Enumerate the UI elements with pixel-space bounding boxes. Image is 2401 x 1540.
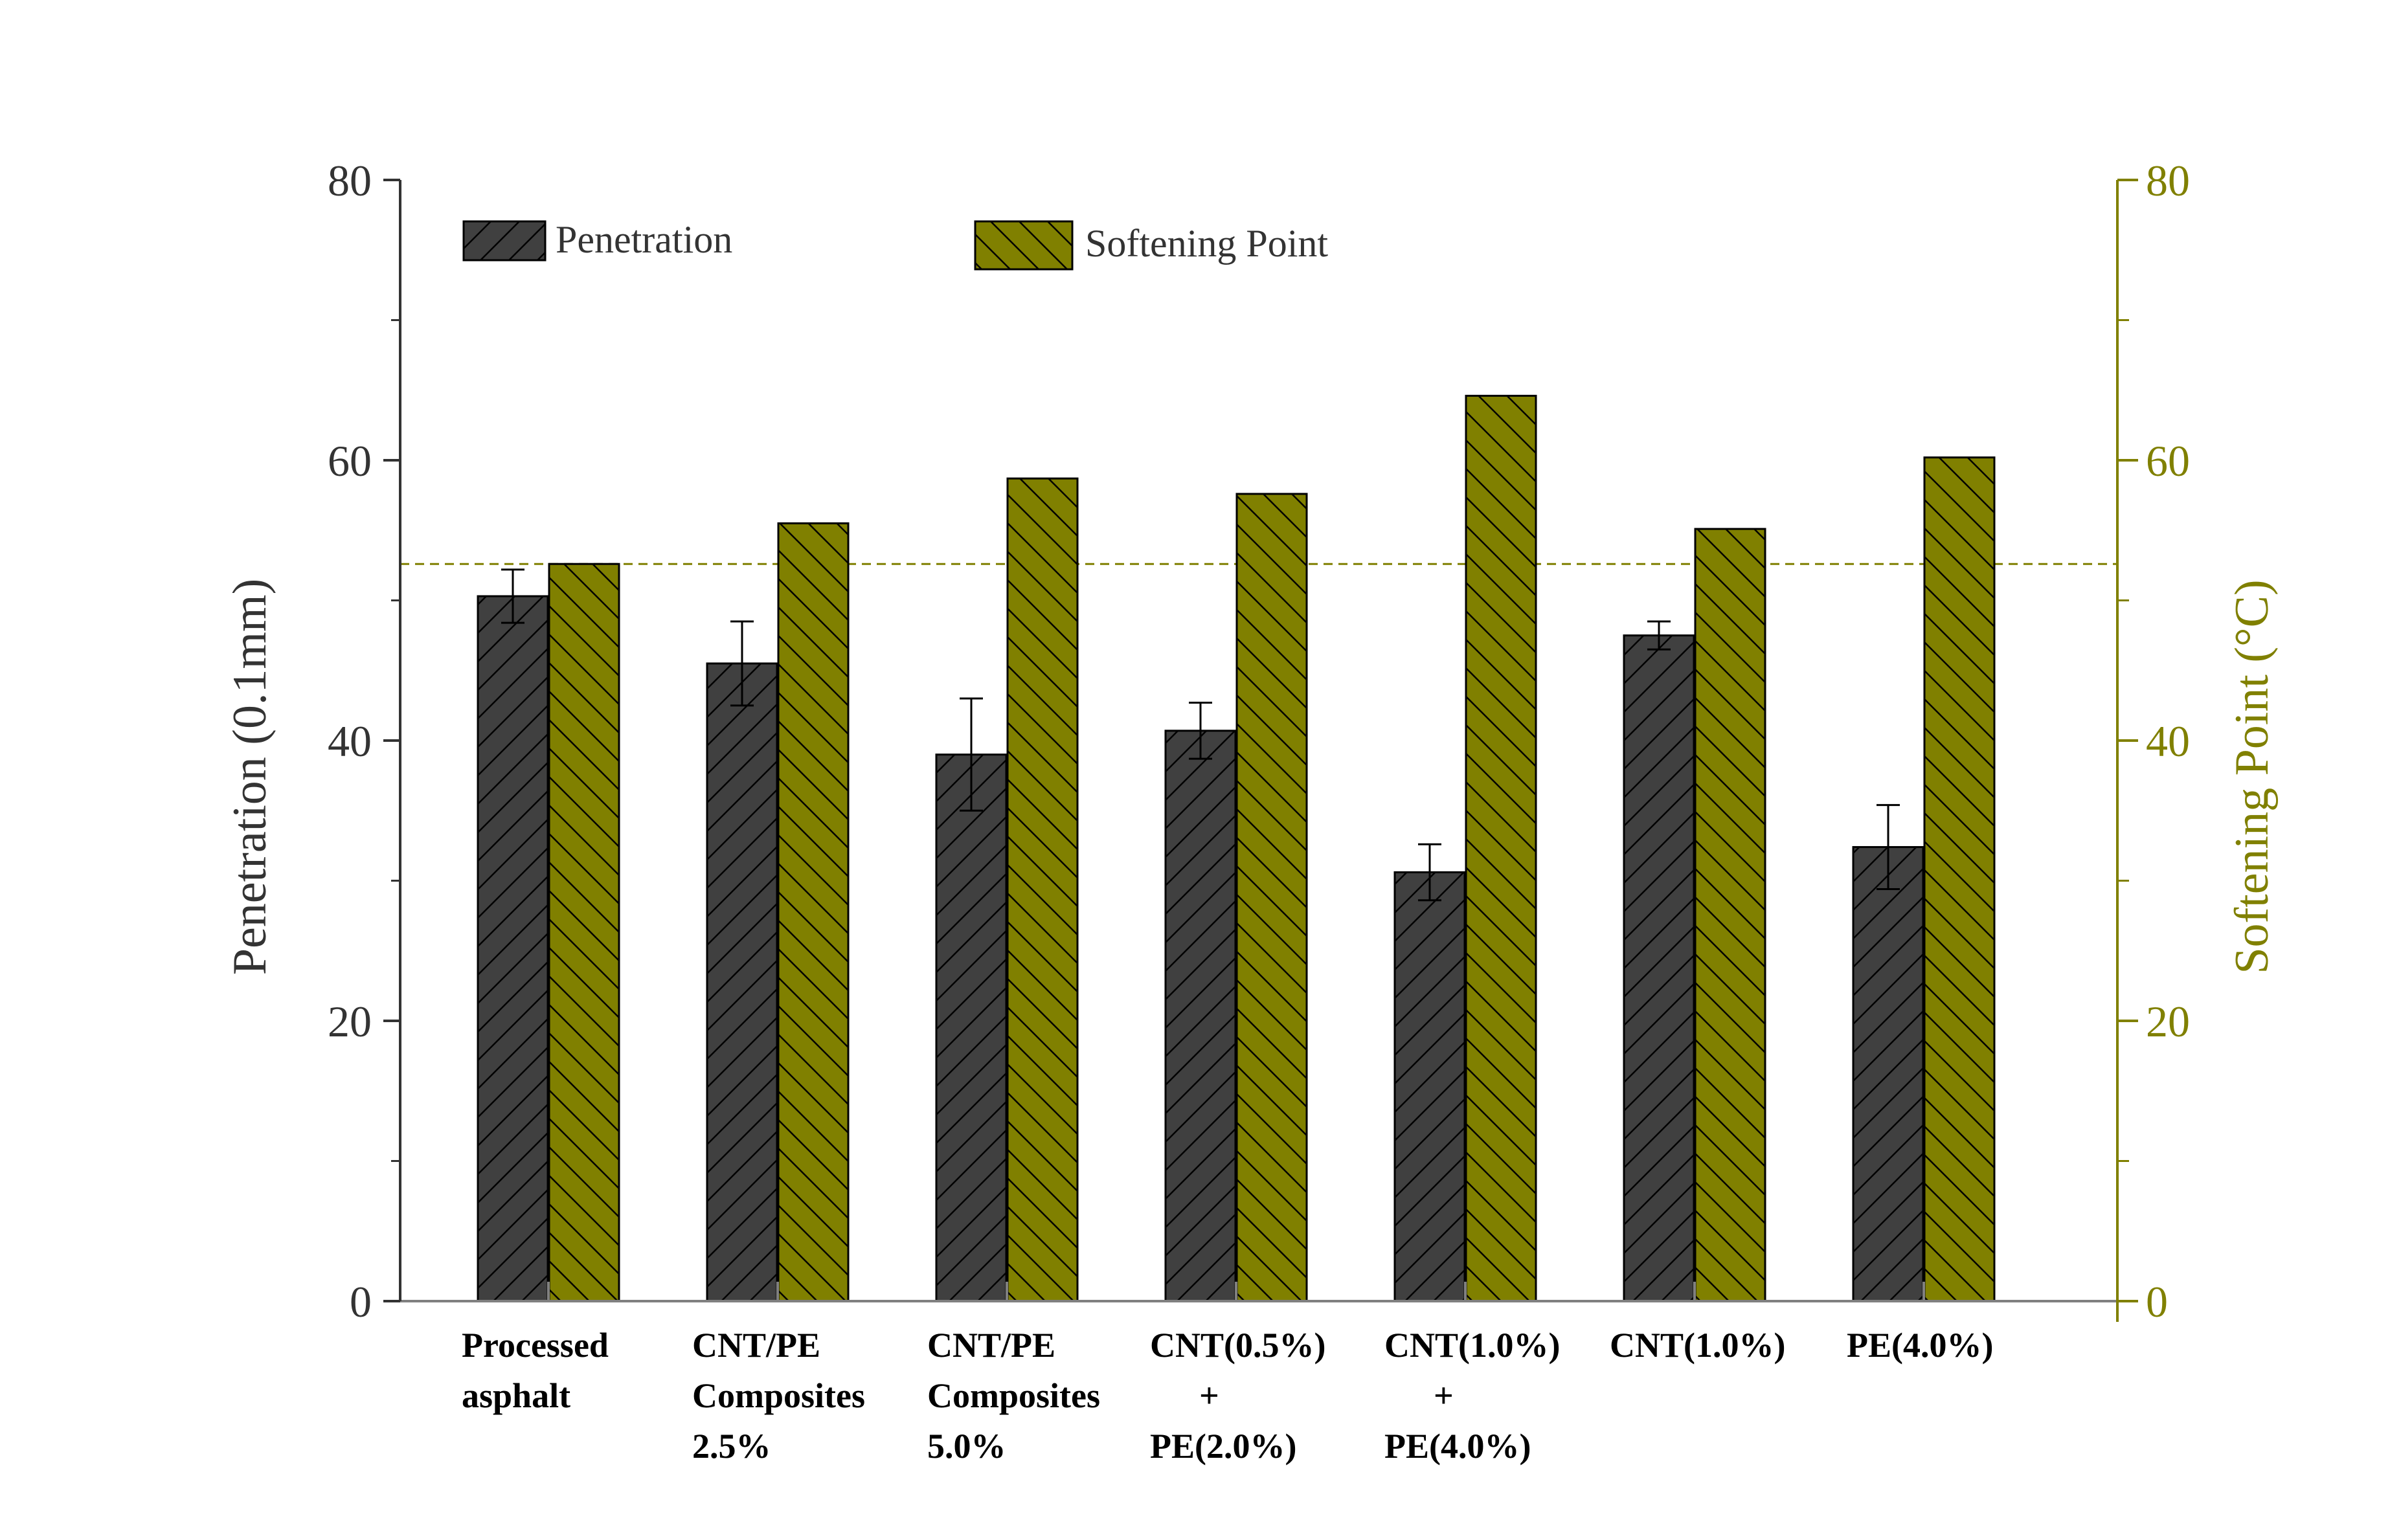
legend-label-penetration: Penetration bbox=[556, 218, 732, 261]
error-bars-layer bbox=[501, 568, 1900, 902]
axis-ticks: 0 0 20 20 40 40 60 60 80 80 bbox=[328, 156, 2190, 1326]
category-label: Processed asphalt bbox=[462, 1326, 609, 1415]
bar-hatch-penetration bbox=[1852, 846, 1924, 1302]
category-label: PE(4.0%) bbox=[1847, 1326, 1993, 1365]
left-tick-label: 40 bbox=[328, 717, 372, 766]
bar-hatch-softening-point bbox=[1235, 493, 1308, 1302]
bar-hatch-softening-point bbox=[1006, 477, 1079, 1302]
legend-swatch-softening-point-hatch bbox=[974, 220, 1074, 271]
category-label: CNT(0.5%) + PE(2.0%) bbox=[1150, 1326, 1325, 1466]
right-tick-label: 60 bbox=[2146, 436, 2190, 485]
left-y-axis-label: Penetration (0.1mm) bbox=[223, 579, 276, 975]
right-tick-label: 0 bbox=[2146, 1277, 2168, 1326]
category-label: CNT/PE Composites 5.0% bbox=[927, 1326, 1100, 1466]
bar-hatch-softening-point bbox=[548, 563, 620, 1302]
category-label: CNT(1.0%) + PE(4.0%) bbox=[1384, 1326, 1560, 1466]
category-labels: Processed asphalt CNT/PE Composites 2.5% CNT/… bbox=[462, 1326, 1993, 1466]
bar-hatch-softening-point bbox=[1465, 394, 1537, 1302]
bar-hatch-penetration bbox=[706, 662, 778, 1302]
bar-hatch-penetration bbox=[1393, 871, 1466, 1302]
bar-hatch-softening-point bbox=[1694, 528, 1766, 1302]
bars-layer bbox=[477, 394, 1996, 1302]
left-tick-label: 0 bbox=[350, 1277, 372, 1326]
bar-hatch-softening-point bbox=[777, 522, 850, 1302]
bar-hatch-penetration bbox=[935, 753, 1008, 1302]
legend: Penetration Softening Point bbox=[462, 218, 1328, 271]
bar-hatch-penetration bbox=[1623, 634, 1695, 1302]
left-tick-label: 80 bbox=[328, 156, 372, 205]
right-tick-label: 80 bbox=[2146, 156, 2190, 205]
legend-label-softening-point: Softening Point bbox=[1085, 222, 1328, 265]
bar-hatch-penetration bbox=[1164, 730, 1237, 1302]
bar-hatch-penetration bbox=[477, 595, 549, 1302]
left-tick-label: 60 bbox=[328, 436, 372, 485]
category-label: CNT(1.0%) bbox=[1610, 1326, 1785, 1365]
category-label: CNT/PE Composites 2.5% bbox=[692, 1326, 865, 1466]
right-tick-label: 20 bbox=[2146, 997, 2190, 1046]
right-tick-label: 40 bbox=[2146, 717, 2190, 766]
left-tick-label: 20 bbox=[328, 997, 372, 1046]
bar-hatch-softening-point bbox=[1923, 456, 1996, 1302]
right-y-axis-label: Softening Point (°C) bbox=[2226, 579, 2279, 974]
legend-swatch-penetration-hatch bbox=[462, 220, 547, 262]
